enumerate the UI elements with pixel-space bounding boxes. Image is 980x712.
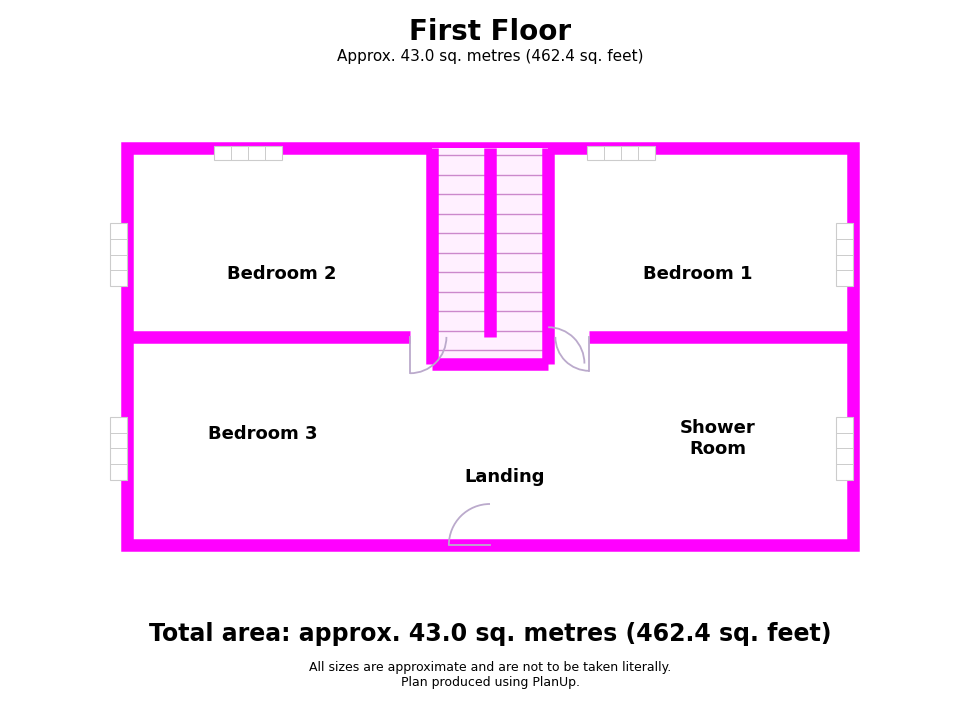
Text: Plan produced using PlanUp.: Plan produced using PlanUp. xyxy=(401,676,579,689)
Text: First Floor: First Floor xyxy=(409,18,571,46)
Bar xyxy=(432,148,548,364)
Bar xyxy=(587,146,655,160)
Text: Bedroom 2: Bedroom 2 xyxy=(227,265,336,283)
Text: Total area: approx. 43.0 sq. metres (462.4 sq. feet): Total area: approx. 43.0 sq. metres (462… xyxy=(149,622,831,646)
Bar xyxy=(214,146,282,160)
Text: Approx. 43.0 sq. metres (462.4 sq. feet): Approx. 43.0 sq. metres (462.4 sq. feet) xyxy=(337,49,643,65)
Text: Shower
Room: Shower Room xyxy=(680,419,756,458)
Bar xyxy=(836,417,854,480)
Text: Bedroom 1: Bedroom 1 xyxy=(644,265,753,283)
Text: Bedroom 3: Bedroom 3 xyxy=(208,425,318,443)
Bar xyxy=(836,223,854,286)
Bar xyxy=(126,148,854,545)
Text: All sizes are approximate and are not to be taken literally.: All sizes are approximate and are not to… xyxy=(309,661,671,674)
Bar xyxy=(110,223,126,286)
Bar xyxy=(110,417,126,480)
Text: Landing: Landing xyxy=(465,468,545,486)
